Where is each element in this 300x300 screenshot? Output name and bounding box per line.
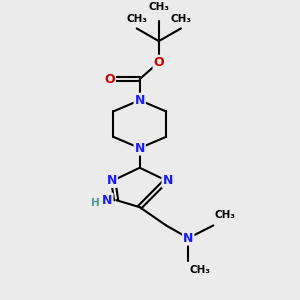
Text: N: N <box>134 94 145 107</box>
Text: CH₃: CH₃ <box>170 14 191 24</box>
Text: N: N <box>134 142 145 154</box>
Text: CH₃: CH₃ <box>190 265 211 275</box>
Text: N: N <box>102 194 112 207</box>
Text: O: O <box>154 56 164 69</box>
Text: CH₃: CH₃ <box>126 14 147 24</box>
Text: CH₃: CH₃ <box>148 2 169 12</box>
Text: N: N <box>163 174 173 187</box>
Text: O: O <box>104 73 115 85</box>
Text: N: N <box>183 232 194 244</box>
Text: N: N <box>106 174 117 187</box>
Text: H: H <box>91 198 99 208</box>
Text: CH₃: CH₃ <box>215 210 236 220</box>
